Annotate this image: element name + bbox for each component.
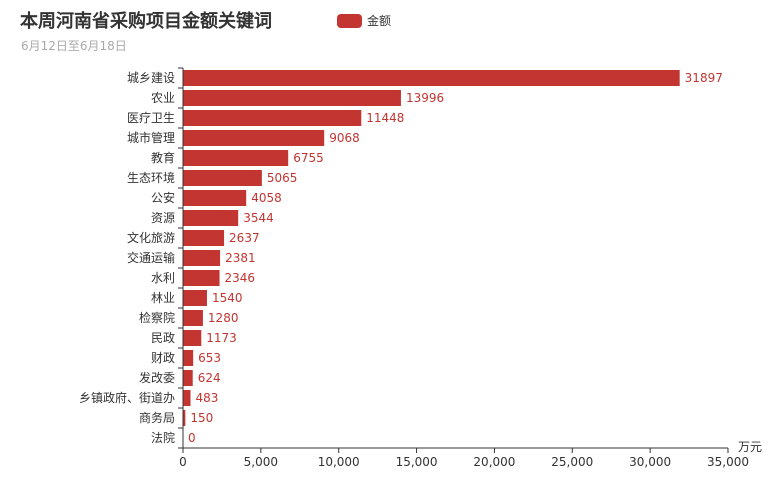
y-tick-label: 城乡建设 (127, 71, 175, 85)
bar-value-label: 13996 (406, 91, 444, 105)
bar-value-label: 150 (190, 411, 213, 425)
bar[interactable] (183, 330, 202, 346)
bar[interactable] (183, 390, 191, 406)
bar[interactable] (183, 190, 247, 206)
bar[interactable] (183, 170, 262, 186)
x-axis-unit: 万元 (738, 440, 762, 454)
y-tick-label: 交通运输 (127, 250, 175, 265)
bar-value-label: 11448 (366, 111, 404, 125)
x-tick-label: 35,000 (707, 455, 749, 469)
chart-title: 本周河南省采购项目金额关键词 (20, 11, 272, 32)
bar[interactable] (183, 150, 289, 166)
bar-value-label: 6755 (293, 151, 324, 165)
x-tick-label: 10,000 (318, 455, 360, 469)
bar[interactable] (183, 290, 207, 306)
y-tick-label: 教育 (151, 150, 175, 165)
x-tick-label: 30,000 (629, 455, 671, 469)
bar[interactable] (183, 310, 203, 326)
bar[interactable] (183, 70, 680, 86)
legend[interactable]: 金额 (337, 12, 391, 29)
bar[interactable] (183, 410, 186, 426)
bar-value-label: 624 (198, 371, 221, 385)
bar-value-label: 0 (188, 431, 196, 445)
bar-value-label: 2346 (225, 271, 256, 285)
x-tick-label: 20,000 (473, 455, 515, 469)
x-tick-label: 0 (179, 455, 187, 469)
bar-value-label: 2381 (225, 251, 256, 265)
y-tick-label: 发改委 (139, 370, 175, 385)
y-tick-label: 医疗卫生 (127, 111, 175, 125)
y-tick-label: 资源 (151, 211, 175, 225)
bar-value-label: 1173 (206, 331, 237, 345)
y-tick-label: 乡镇政府、街道办 (79, 390, 175, 405)
legend-swatch (337, 13, 362, 28)
x-tick-label: 5,000 (244, 455, 278, 469)
chart-subtitle: 6月12日至6月18日 (21, 39, 127, 53)
y-tick-label: 法院 (151, 431, 175, 445)
bar[interactable] (183, 110, 362, 126)
bar[interactable] (183, 210, 239, 226)
bar-value-label: 483 (196, 391, 219, 405)
bar[interactable] (183, 130, 325, 146)
bar[interactable] (183, 230, 225, 246)
bar-value-label: 653 (198, 351, 221, 365)
y-tick-label: 商务局 (139, 410, 175, 425)
x-tick-label: 25,000 (551, 455, 593, 469)
x-tick-label: 15,000 (396, 455, 438, 469)
y-tick-label: 林业 (151, 291, 175, 305)
y-tick-label: 农业 (151, 91, 175, 105)
y-tick-label: 检察院 (139, 310, 175, 325)
bar[interactable] (183, 90, 401, 106)
y-tick-label: 水利 (151, 271, 175, 285)
bar-value-label: 9068 (329, 131, 360, 145)
y-tick-label: 财政 (151, 351, 175, 365)
y-tick-label: 文化旅游 (127, 230, 175, 245)
y-tick-label: 城市管理 (127, 130, 175, 145)
bar-value-label: 3544 (243, 211, 274, 225)
y-tick-label: 生态环境 (127, 170, 175, 185)
bar-value-label: 2637 (229, 231, 260, 245)
y-tick-label: 民政 (151, 331, 175, 345)
bar-value-label: 31897 (685, 71, 723, 85)
bar-value-label: 5065 (267, 171, 298, 185)
axis-layer: 城乡建设农业医疗卫生城市管理教育生态环境公安资源文化旅游交通运输水利林业检察院民… (79, 67, 749, 469)
bar[interactable] (183, 350, 194, 366)
bar[interactable] (183, 270, 220, 286)
bar-value-label: 1540 (212, 291, 243, 305)
bar[interactable] (183, 370, 193, 386)
bar-value-label: 4058 (251, 191, 282, 205)
bar[interactable] (183, 250, 221, 266)
bar-value-label: 1280 (208, 311, 239, 325)
legend-label: 金额 (367, 14, 392, 28)
y-tick-label: 公安 (151, 190, 175, 205)
